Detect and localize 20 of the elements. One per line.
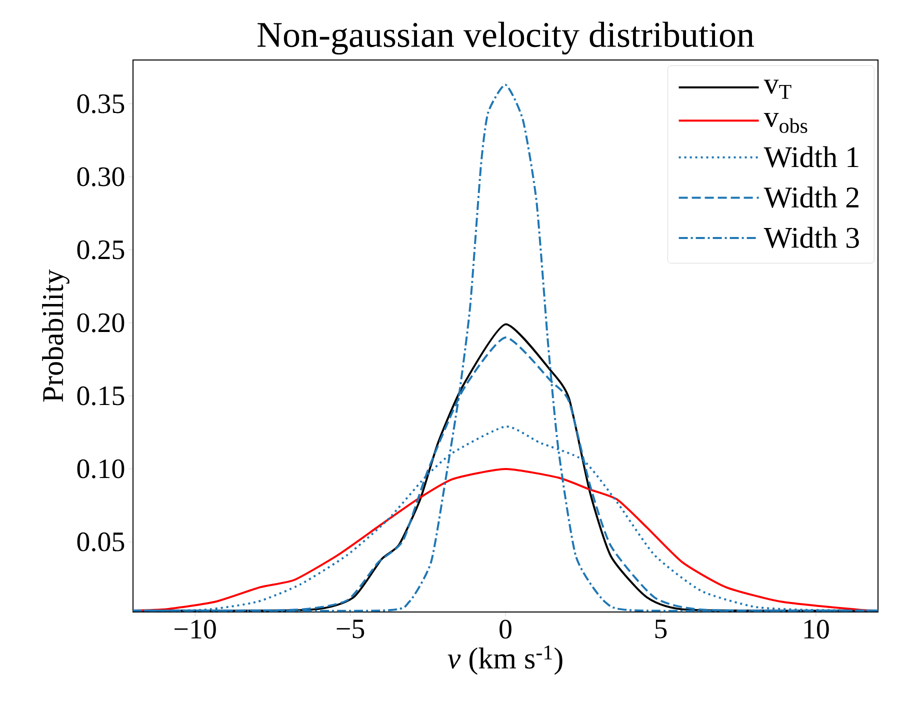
y-tick-label: 0.30 bbox=[77, 167, 124, 186]
legend-label: Width 1 bbox=[764, 146, 858, 168]
y-tick-label: 0.20 bbox=[77, 313, 124, 332]
chart-title: Non-gaussian velocity distribution bbox=[258, 22, 754, 54]
y-tick-label: 0.05 bbox=[77, 532, 124, 552]
x-tick-label: −10 bbox=[174, 620, 216, 639]
x-tick-label: 5 bbox=[655, 620, 667, 638]
x-axis-title: v (km s$^{-1}$) bbox=[448, 646, 562, 675]
x-tick-label: −5 bbox=[336, 620, 364, 638]
legend-label: v$_{T}$ bbox=[764, 80, 792, 99]
x-tick-label: 0 bbox=[500, 620, 512, 639]
y-tick-label: 0.35 bbox=[77, 94, 124, 114]
legend-label: Width 3 bbox=[764, 226, 859, 248]
legend-label: Width 2 bbox=[764, 186, 858, 208]
legend-label: v$_{obs}$ bbox=[764, 112, 808, 133]
y-tick-label: 0.25 bbox=[77, 240, 124, 260]
y-axis-title: Probability bbox=[42, 269, 70, 402]
y-tick-label: 0.10 bbox=[77, 459, 124, 478]
y-tick-label: 0.15 bbox=[77, 386, 124, 406]
x-tick-label: 10 bbox=[804, 620, 829, 639]
